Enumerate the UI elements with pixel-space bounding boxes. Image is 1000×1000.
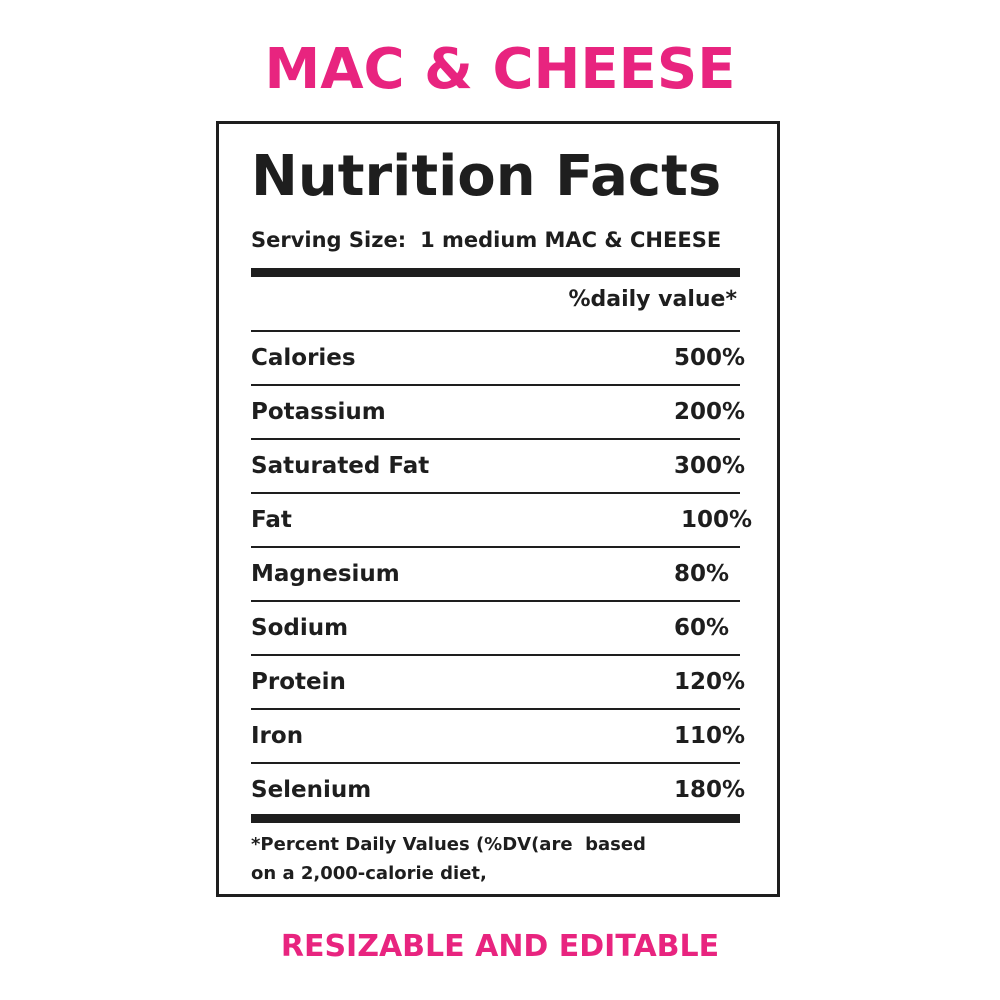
nutrient-percent: 200% <box>674 399 746 425</box>
nutrient-row: Iron 110% <box>251 710 751 762</box>
nutrient-percent: 300% <box>674 453 746 479</box>
divider <box>251 438 740 440</box>
nutrition-label: Nutrition Facts Serving Size: 1 medium MA… <box>216 121 780 897</box>
nutrient-percent: 120% <box>674 669 746 695</box>
nutrient-name: Protein <box>251 669 346 695</box>
nutrient-percent: 80% <box>674 561 730 587</box>
top-thick-divider <box>251 268 740 277</box>
nutrient-row: Saturated Fat 300% <box>251 440 751 492</box>
divider <box>251 384 740 386</box>
footnote-line: *Percent Daily Values (%DV(are based <box>251 834 646 855</box>
serving-size-label: Serving Size: <box>251 228 407 252</box>
nutrient-name: Selenium <box>251 777 372 803</box>
nutrient-percent: 110% <box>674 723 746 749</box>
nutrient-row: Protein 120% <box>251 656 751 708</box>
nutrient-name: Magnesium <box>251 561 400 587</box>
divider <box>251 708 740 710</box>
divider <box>251 546 740 548</box>
serving-size: Serving Size: 1 medium MAC & CHEESE <box>251 224 721 256</box>
serving-size-value: 1 medium MAC & CHEESE <box>420 228 722 252</box>
divider <box>251 492 740 494</box>
divider <box>251 654 740 656</box>
label-title: Nutrition Facts <box>251 144 722 209</box>
divider <box>251 762 740 764</box>
nutrient-row: Magnesium 80% <box>251 548 751 600</box>
nutrient-name: Fat <box>251 507 292 533</box>
divider <box>251 600 740 602</box>
nutrient-percent: 500% <box>674 345 746 371</box>
nutrient-percent: 100% <box>681 507 753 533</box>
footnote-line: on a 2,000-calorie diet, <box>251 863 487 884</box>
bottom-thick-divider <box>251 814 740 823</box>
nutrient-percent: 60% <box>674 615 730 641</box>
nutrient-name: Sodium <box>251 615 349 641</box>
nutrient-percent: 180% <box>674 777 746 803</box>
headline: MAC & CHEESE <box>264 37 736 102</box>
daily-value-header: %daily value* <box>568 287 737 312</box>
nutrient-name: Calories <box>251 345 356 371</box>
nutrient-row: Selenium 180% <box>251 764 751 816</box>
nutrient-name: Saturated Fat <box>251 453 430 479</box>
nutrient-row: Fat 100% <box>251 494 753 546</box>
footnote: *Percent Daily Values (%DV(are based on … <box>251 830 731 888</box>
nutrient-row: Potassium 200% <box>251 386 751 438</box>
divider <box>251 330 740 332</box>
footer-tagline: RESIZABLE AND EDITABLE <box>280 929 720 964</box>
nutrient-row: Sodium 60% <box>251 602 751 654</box>
nutrient-name: Potassium <box>251 399 386 425</box>
nutrient-row: Calories 500% <box>251 332 751 384</box>
nutrient-name: Iron <box>251 723 304 749</box>
